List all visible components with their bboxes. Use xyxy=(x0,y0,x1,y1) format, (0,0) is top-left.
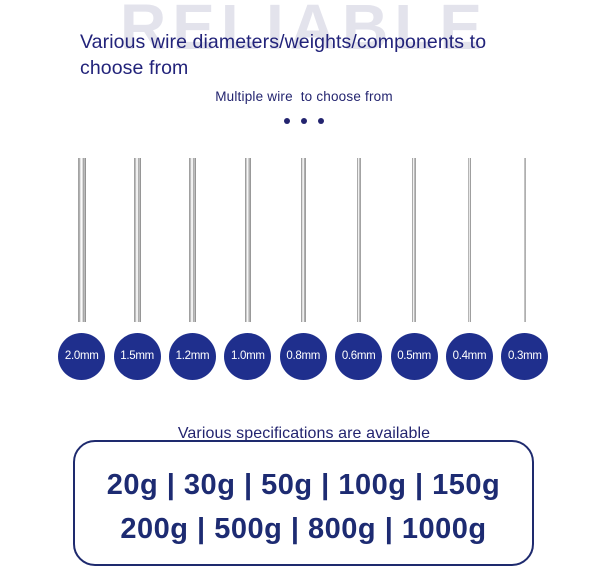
wire-cell xyxy=(442,158,497,322)
page-subtitle: Multiple wire to choose from xyxy=(215,89,393,104)
badge-cell: 0.8mm xyxy=(276,332,331,380)
wire-diameter-badge[interactable]: 0.5mm xyxy=(390,332,438,380)
wire-cell xyxy=(386,158,441,322)
badge-cell: 0.6mm xyxy=(331,332,386,380)
badge-cell: 1.5mm xyxy=(109,332,164,380)
wire-diameter-badge[interactable]: 2.0mm xyxy=(58,332,106,380)
wire-cell xyxy=(276,158,331,322)
wire-diameter-badge[interactable]: 0.4mm xyxy=(445,332,493,380)
badge-cell: 0.4mm xyxy=(442,332,497,380)
specifications-label: Various specifications are available xyxy=(177,425,431,442)
wire-cell xyxy=(165,158,220,322)
wire-rod xyxy=(133,158,141,322)
wire-cell xyxy=(54,158,109,322)
wire-rod xyxy=(523,158,526,322)
wire-illustration-row xyxy=(54,158,554,322)
wire-rod xyxy=(300,158,306,322)
badge-cell: 0.3mm xyxy=(497,332,552,380)
wire-rod xyxy=(412,158,417,322)
badge-cell: 2.0mm xyxy=(54,332,109,380)
wire-diameter-badge[interactable]: 0.8mm xyxy=(279,332,327,380)
wire-rod xyxy=(77,158,86,322)
specifications-box xyxy=(73,440,534,566)
wire-cell xyxy=(331,158,386,322)
wire-diameter-badge[interactable]: 1.5mm xyxy=(113,332,161,380)
watermark-text: RELIABLE xyxy=(120,0,488,63)
page-title: Various wire diameters/weights/component… xyxy=(80,31,487,79)
weight-line: 200g | 500g | 800g | 1000g xyxy=(120,512,487,545)
wire-cell xyxy=(220,158,275,322)
wire-rod xyxy=(356,158,361,322)
wire-diameter-badge[interactable]: 0.6mm xyxy=(335,332,383,380)
wire-rod xyxy=(244,158,251,322)
badge-cell: 1.0mm xyxy=(220,332,275,380)
badge-cell: 1.2mm xyxy=(165,332,220,380)
wire-rod xyxy=(467,158,471,322)
badge-cell: 0.5mm xyxy=(386,332,441,380)
wire-diameter-badge[interactable]: 1.2mm xyxy=(168,332,216,380)
specifications-weight-list: 20g | 30g | 50g | 100g | 150g 200g | 500… xyxy=(73,455,534,560)
wire-cell xyxy=(497,158,552,322)
wire-diameter-badge[interactable]: 1.0mm xyxy=(224,332,272,380)
wire-rod xyxy=(188,158,196,322)
wire-cell xyxy=(109,158,164,322)
wire-diameter-badge[interactable]: 0.3mm xyxy=(501,332,549,380)
dot-separator xyxy=(0,118,608,124)
dot-icon xyxy=(318,118,324,124)
dot-icon xyxy=(301,118,307,124)
weight-line: 20g | 30g | 50g | 100g | 150g xyxy=(106,469,501,502)
dot-icon xyxy=(284,118,290,124)
wire-diameter-badge-row: 2.0mm 1.5mm 1.2mm 1.0mm 0.8mm 0.6mm 0.5mm 0.4mm… xyxy=(54,332,554,380)
